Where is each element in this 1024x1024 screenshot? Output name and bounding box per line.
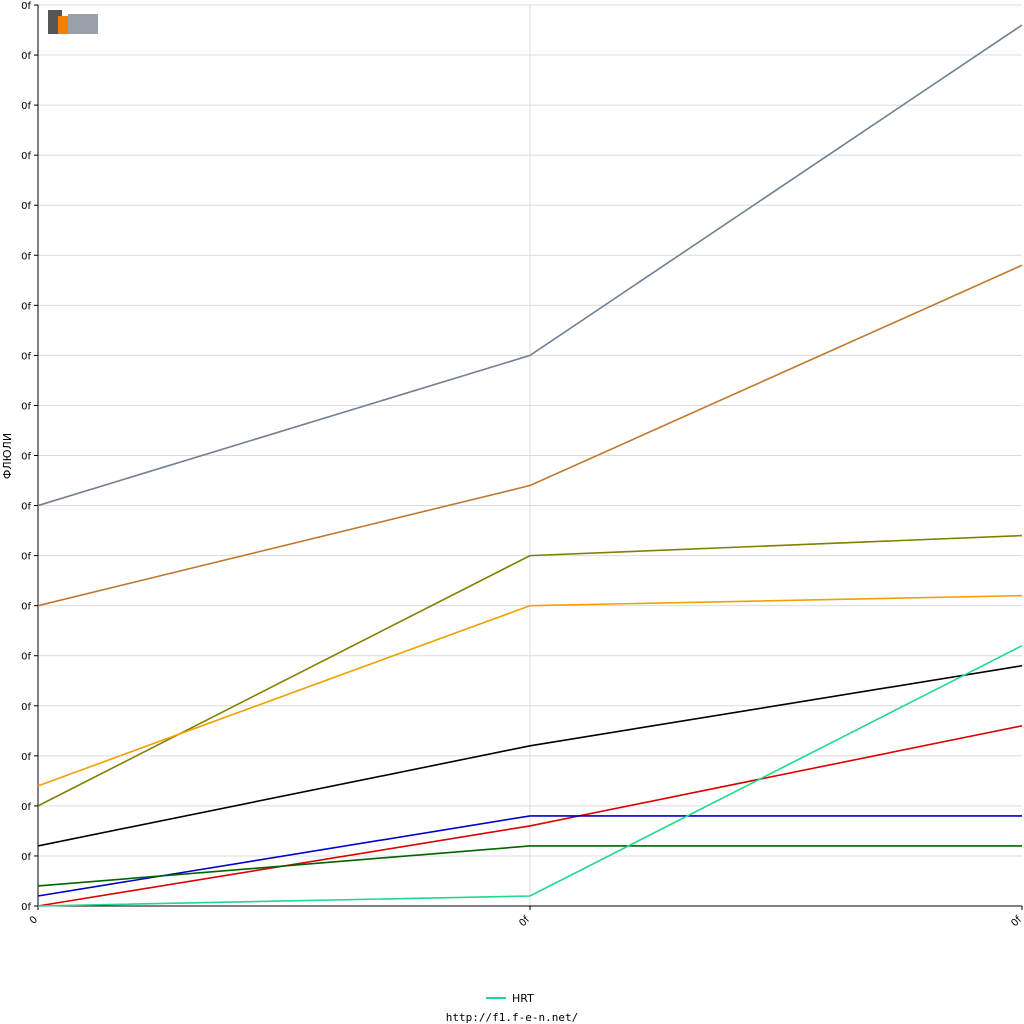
series-line: [37, 725, 1023, 907]
grid: [38, 4, 1022, 907]
x-tick-label: 0f: [517, 914, 532, 929]
y-tick-labels: 0f 0f 0f 0f 0f 0f 0f 0f 0f 0f 0f 0f 0f 0f 0f 0f 0f 0f 0f: [21, 1, 31, 913]
y-tick-label: 0f: [21, 1, 31, 12]
x-tick-label: 0: [28, 914, 40, 926]
series-line: [37, 644, 1023, 907]
y-tick-label: 0f: [21, 602, 31, 613]
y-tick-label: 0f: [21, 201, 31, 212]
series-line: [37, 264, 1023, 607]
legend: HRT: [486, 992, 534, 1005]
series-lines: [37, 24, 1023, 907]
y-tick-label: 0f: [21, 852, 31, 863]
y-tick-label: 0f: [21, 752, 31, 763]
x-tick-labels: 0 0f 0f: [28, 914, 1024, 929]
series-line: [37, 534, 1023, 807]
y-tick-label: 0f: [21, 502, 31, 513]
x-tick-label: 0f: [1009, 914, 1024, 929]
legend-label: HRT: [512, 992, 534, 1005]
y-tick-label: 0f: [21, 51, 31, 62]
footer-url: http://f1.f-e-n.net/: [446, 1011, 578, 1024]
y-tick-label: 0f: [21, 301, 31, 312]
series-line: [37, 664, 1023, 847]
axes: [34, 4, 1023, 910]
y-tick-label: 0f: [21, 251, 31, 262]
y-tick-label: 0f: [21, 151, 31, 162]
y-axis-label: ФЛЮЛИ: [1, 433, 14, 479]
y-tick-label: 0f: [21, 802, 31, 813]
y-tick-label: 0f: [21, 552, 31, 563]
series-line: [37, 815, 1022, 897]
y-tick-label: 0f: [21, 101, 31, 112]
y-tick-label: 0f: [21, 351, 31, 362]
f1en-logo: [48, 8, 98, 36]
y-tick-label: 0f: [21, 401, 31, 412]
y-tick-label: 0f: [21, 652, 31, 663]
series-line: [37, 845, 1022, 887]
series-line: [37, 24, 1023, 507]
y-tick-label: 0f: [21, 702, 31, 713]
y-tick-label: 0f: [21, 902, 31, 913]
y-tick-label: 0f: [21, 452, 31, 463]
series-line: [37, 594, 1023, 787]
